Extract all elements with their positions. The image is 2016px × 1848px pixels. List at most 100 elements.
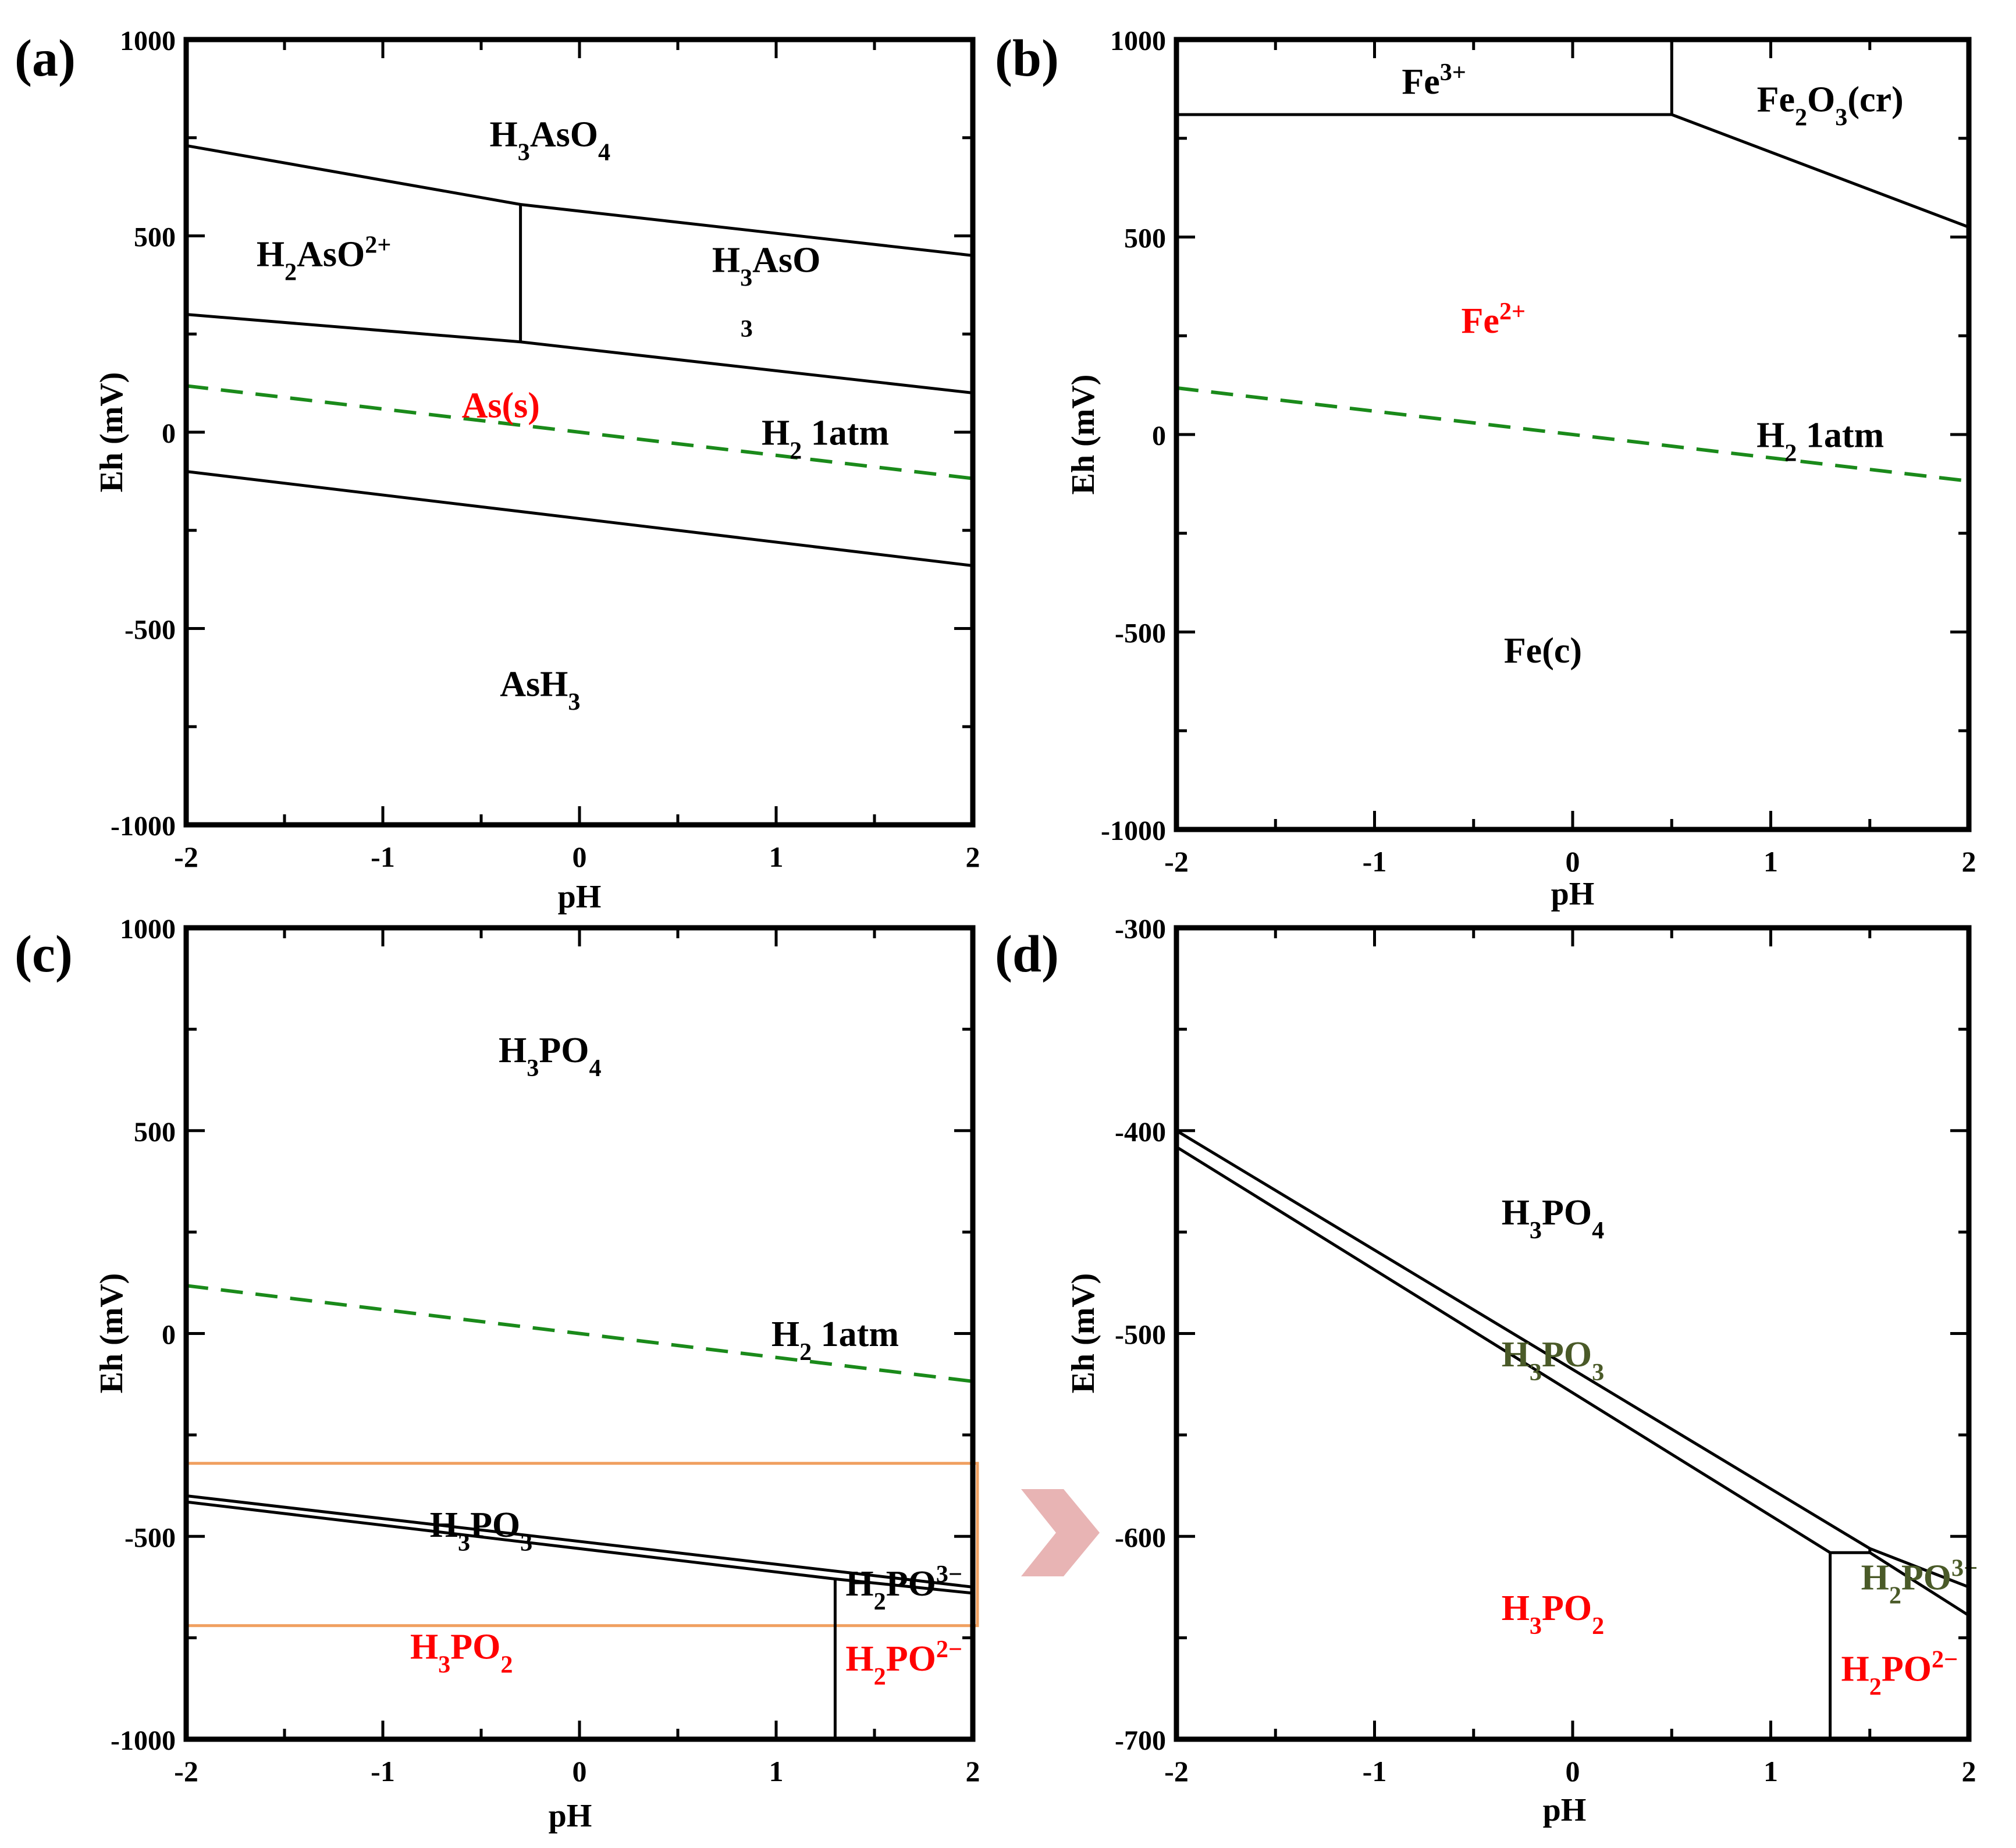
y-tick-label: -500: [1115, 1320, 1166, 1351]
x-axis-label-c: pH: [549, 1798, 592, 1834]
y-tick-label: 1000: [120, 26, 176, 56]
y-tick-label: -500: [125, 615, 176, 646]
region-label: H3PO3: [430, 1505, 533, 1557]
region-label: Fe2+: [1462, 297, 1526, 341]
y-tick-label: -700: [1115, 1725, 1166, 1756]
chart-panel-c: (c) -2 -1 0 1 2 -1000 -500 0 500 1000 H3PO4 H2 1at…: [15, 914, 980, 1834]
region-label: H3AsO: [712, 241, 820, 292]
region-label: H2AsO2+: [257, 231, 392, 286]
x-tick-label: 0: [573, 1755, 587, 1788]
h2-equilibrium-line: [186, 1284, 973, 1383]
region-labels-c: H3PO4 H2 1atm H3PO3 H2PO3− H3PO2 H2PO2−: [410, 1031, 962, 1690]
chart-panel-a: (a) -2 -1 0 1 2 -1000 -500 0 500 1000 H3AsO4 H2AsO…: [15, 26, 980, 915]
region-labels-d: H3PO4 H3PO3 H3PO2 H2PO3− H2PO2−: [1502, 1193, 1978, 1700]
x-tick-label: 2: [1962, 1755, 1976, 1788]
x-tick-label: -2: [1164, 845, 1189, 878]
region-label: H3PO2: [410, 1627, 513, 1678]
phase-boundary-line: [1175, 1145, 1970, 1617]
x-tick-label: -2: [174, 1755, 198, 1788]
x-axis-label-b: pH: [1551, 876, 1595, 912]
chart-panel-d: (d) -2 -1 0 1 2-700-600-500-400-300 H3PO4H3P…: [995, 914, 1978, 1828]
y-tick-label: 500: [134, 222, 176, 253]
y-axis-label-c: Eh (mV): [94, 1273, 130, 1394]
tick-labels-a: -2 -1 0 1 2 -1000 -500 0 500 1000: [111, 26, 980, 873]
y-tick-label: -500: [1115, 618, 1166, 649]
region-label: AsH3: [500, 665, 580, 716]
series-b: [1176, 40, 1969, 483]
x-tick-label: 1: [769, 841, 784, 873]
region-label: H3PO4: [1502, 1193, 1605, 1244]
phase-boundary-line: [186, 470, 973, 567]
phase-boundary-line: [186, 1494, 973, 1589]
x-tick-label: -2: [174, 841, 198, 873]
region-label: Fe3+: [1402, 58, 1466, 102]
y-tick-label: 1000: [120, 914, 176, 945]
region-label: H2 1atm: [1757, 416, 1884, 467]
panel-label-c: (c): [15, 925, 73, 983]
x-tick-label: 2: [1962, 845, 1976, 878]
x-tick-label: -1: [371, 1755, 395, 1788]
region-labels-a: H3AsO4 H2AsO2+ H3AsO 3 As(s) H2 1atm AsH3: [257, 115, 889, 716]
tick-labels-c: -2 -1 0 1 2 -1000 -500 0 500 1000: [111, 914, 980, 1788]
x-tick-label: 0: [1566, 1755, 1580, 1788]
region-labels-b: Fe3+ Fe2O3(cr) Fe2+ H2 1atm Fe(c): [1402, 58, 1903, 670]
phase-boundary-line: [1671, 113, 1969, 229]
y-axis-label-b: Eh (mV): [1065, 375, 1101, 495]
series-d: [1175, 1129, 1970, 1739]
y-axis-label-d: Eh (mV): [1065, 1273, 1101, 1394]
region-label: Fe2O3(cr): [1757, 80, 1904, 131]
y-tick-label: 0: [162, 418, 176, 449]
y-tick-label: 500: [1124, 223, 1166, 254]
h2-equilibrium-line: [186, 384, 973, 480]
y-tick-label: -400: [1115, 1117, 1166, 1148]
plot-frame-b: [1174, 37, 1972, 832]
tick-labels-b: -2 -1 0 1 2 -1000 -500 0 500 1000: [1101, 26, 1976, 878]
x-tick-label: -2: [1164, 1755, 1189, 1788]
x-axis-label-d: pH: [1543, 1792, 1587, 1828]
y-tick-label: -600: [1115, 1522, 1166, 1553]
x-tick-label: 1: [1763, 845, 1778, 878]
panel-label-a: (a): [15, 30, 76, 87]
x-tick-label: 0: [1566, 845, 1580, 878]
series-a: [186, 144, 973, 567]
plot-frame-d: [1174, 925, 1972, 1742]
y-tick-label: 500: [134, 1117, 176, 1148]
zoom-arrow-icon: [1021, 1489, 1100, 1576]
region-label: As(s): [462, 386, 540, 425]
y-tick-label: -1000: [111, 1725, 176, 1756]
plot-frame-a: [183, 37, 976, 828]
y-tick-label: -1000: [1101, 816, 1166, 846]
x-axis-label-a: pH: [558, 879, 602, 915]
region-label: H2PO2−: [845, 1636, 962, 1690]
y-tick-label: -500: [125, 1522, 176, 1553]
x-tick-label: 1: [769, 1755, 784, 1788]
region-label: H2PO3−: [845, 1561, 962, 1615]
region-label: H2PO2−: [1841, 1646, 1958, 1700]
tick-labels-d: -2 -1 0 1 2 -700 -600 -500 -400 -300: [1115, 914, 1976, 1788]
x-tick-label: 1: [1763, 1755, 1778, 1788]
y-tick-label: 0: [1152, 421, 1166, 451]
x-tick-label: 2: [966, 1755, 980, 1788]
x-tick-label: 2: [966, 841, 980, 873]
region-label: H3AsO4: [490, 115, 611, 166]
x-tick-label: -1: [1363, 845, 1387, 878]
y-tick-label: -1000: [111, 811, 176, 842]
phase-boundary-line: [186, 313, 973, 394]
region-label: Fe(c): [1504, 631, 1582, 671]
region-label: H2 1atm: [762, 414, 889, 465]
chart-panel-b: (b) -2 -1 0 1 2 -1000 -500 0 500 1000 Fe3+ Fe2O3(c…: [995, 26, 1976, 912]
h2-equilibrium-line: [1176, 386, 1969, 483]
region-label: H3PO2: [1502, 1589, 1605, 1640]
region-label: H3PO3: [1502, 1335, 1605, 1386]
y-axis-label-a: Eh (mV): [94, 372, 130, 493]
region-label: H2 1atm: [771, 1315, 899, 1366]
region-label: H3PO4: [499, 1031, 602, 1082]
y-tick-label: 1000: [1110, 26, 1166, 56]
y-tick-label: -300: [1115, 914, 1166, 945]
region-label: 3: [741, 315, 753, 343]
x-tick-label: 0: [573, 841, 587, 873]
panel-label-d: (d): [995, 925, 1059, 983]
plot-frame-c: [183, 925, 976, 1742]
x-tick-label: -1: [371, 841, 395, 873]
